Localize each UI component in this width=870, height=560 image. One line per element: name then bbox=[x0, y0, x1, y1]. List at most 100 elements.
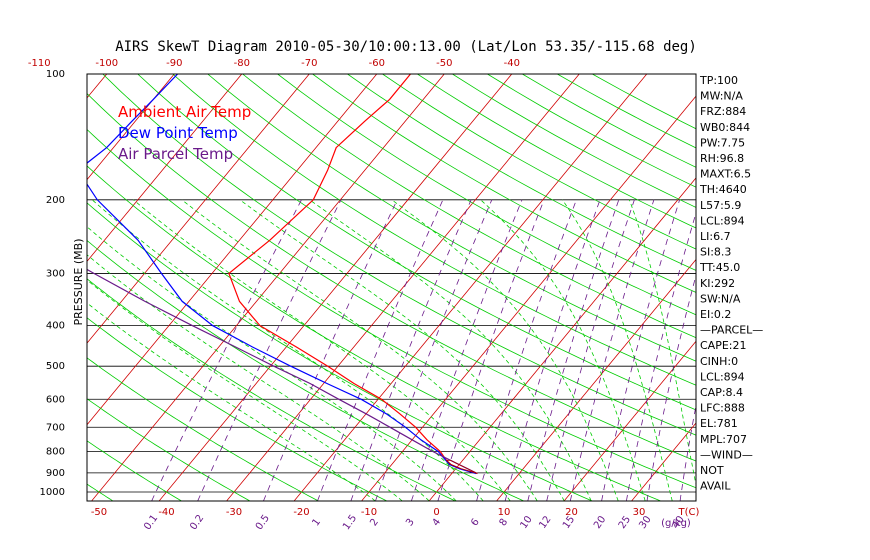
index-item: L57:5.9 bbox=[700, 199, 741, 212]
mixing-ratio-line bbox=[197, 199, 342, 501]
top-temp-tick-label: -70 bbox=[301, 58, 317, 69]
skewt-grid bbox=[0, 55, 696, 501]
y-axis-label: PRESSURE (MB) bbox=[72, 239, 85, 326]
mixing-ratio-line bbox=[375, 199, 493, 501]
dry-adiabat-line bbox=[87, 440, 182, 501]
parcel-temp-line bbox=[87, 268, 478, 475]
chart-title: AIRS SkewT Diagram 2010-05-30/10:00:13.0… bbox=[115, 39, 697, 55]
top-temp-tick-label: -80 bbox=[234, 58, 250, 69]
mixing-ratio-line bbox=[646, 273, 696, 501]
moist-adiabat-line bbox=[87, 226, 457, 501]
index-item: CAPE:21 bbox=[700, 339, 747, 352]
mixing-ratio-line bbox=[601, 199, 680, 501]
bottom-temp-tick-label: 30 bbox=[633, 507, 646, 518]
index-item: CAP:8.4 bbox=[700, 386, 743, 399]
top-temp-tick-label: -40 bbox=[504, 58, 520, 69]
top-temp-tick-label: -100 bbox=[95, 58, 118, 69]
legend-entry-parcel: Air Parcel Temp bbox=[118, 145, 233, 163]
mixing-ratio-line bbox=[546, 199, 635, 501]
mixing-ratio-label: 20 bbox=[592, 514, 608, 531]
top-temp-tick-label: -50 bbox=[436, 58, 452, 69]
pressure-tick-label: 300 bbox=[46, 268, 65, 279]
top-temp-tick-label: -110 bbox=[28, 58, 51, 69]
isotherm-line bbox=[631, 422, 696, 501]
index-item: SI:8.3 bbox=[700, 246, 731, 259]
dry-adiabat-line bbox=[87, 317, 387, 501]
dry-adiabat-line bbox=[87, 165, 661, 501]
index-item: WB0:844 bbox=[700, 121, 750, 134]
pressure-tick-label: 900 bbox=[46, 468, 65, 479]
mixing-ratio-line bbox=[350, 199, 472, 501]
dry-adiabat-line bbox=[556, 74, 696, 149]
index-item: CINH:0 bbox=[700, 355, 738, 368]
index-item: —PARCEL— bbox=[700, 324, 763, 337]
pressure-tick-label: 100 bbox=[46, 69, 65, 80]
index-item: LCL:894 bbox=[700, 370, 745, 383]
top-temp-tick-label: -90 bbox=[166, 58, 182, 69]
index-item: SW:N/A bbox=[700, 292, 741, 305]
dry-adiabat-line bbox=[172, 74, 696, 386]
mixing-ratio-line bbox=[151, 199, 302, 501]
index-item: RH:96.8 bbox=[700, 152, 744, 165]
moist-adiabat-line bbox=[562, 199, 673, 501]
index-item: EI:0.2 bbox=[700, 308, 731, 321]
moist-adiabat-line bbox=[87, 254, 430, 501]
stability-indices: TP:100 MW:N/A FRZ:884 WB0:844 PW:7.75 RH:96.8… bbox=[699, 74, 763, 493]
mixing-ratio-label: 6 bbox=[469, 517, 482, 529]
dry-adiabat-line bbox=[87, 128, 696, 489]
bottom-temp-tick-label: -50 bbox=[91, 507, 107, 518]
mixing-ratio-line bbox=[476, 199, 577, 501]
dry-adiabat-line bbox=[381, 74, 696, 250]
moist-adiabat-line bbox=[181, 199, 538, 501]
dry-adiabat-line bbox=[87, 92, 696, 462]
dry-adiabat-line bbox=[102, 74, 696, 436]
dry-adiabat-line bbox=[87, 202, 593, 501]
bottom-temp-tick-label: -20 bbox=[293, 507, 309, 518]
pressure-tick-label: 1000 bbox=[40, 487, 65, 498]
isotherm-line bbox=[87, 74, 378, 426]
index-item: EL:781 bbox=[700, 417, 738, 430]
index-item: TP:100 bbox=[699, 74, 738, 87]
pressure-tick-label: 500 bbox=[46, 361, 65, 372]
legend: Ambient Air Temp Dew Point Temp Air Parc… bbox=[118, 103, 251, 163]
plot-frame bbox=[86, 73, 697, 502]
index-item: MW:N/A bbox=[700, 90, 743, 103]
dry-adiabat-line bbox=[87, 357, 319, 501]
mixing-ratio-line bbox=[437, 199, 545, 501]
bottom-temp-tick-label: 20 bbox=[565, 507, 578, 518]
bottom-temp-tick-label: -40 bbox=[158, 507, 174, 518]
isotherm-line bbox=[87, 74, 243, 262]
mixing-ratio-line bbox=[569, 199, 655, 501]
index-item: LFC:888 bbox=[700, 402, 745, 415]
mixing-ratio-label: 0.2 bbox=[188, 513, 206, 532]
index-item: TH:4640 bbox=[699, 183, 747, 196]
isotherm-line bbox=[226, 74, 580, 501]
dry-adiabat-line bbox=[311, 74, 696, 293]
dry-adiabat-line bbox=[416, 74, 696, 229]
isotherm-line bbox=[158, 74, 513, 501]
index-item: LI:6.7 bbox=[700, 230, 731, 243]
moist-adiabat-line bbox=[309, 199, 592, 501]
dry-adiabat-line bbox=[87, 398, 250, 501]
moist-adiabat-line bbox=[391, 199, 619, 501]
dry-adiabat-line bbox=[0, 55, 44, 501]
mixing-ratio-label: 2 bbox=[368, 517, 381, 529]
mixing-ratio-label: 4 bbox=[431, 517, 444, 529]
index-item: TT:45.0 bbox=[699, 261, 740, 274]
mixing-ratio-label: 3 bbox=[404, 517, 417, 529]
pressure-tick-label: 600 bbox=[46, 394, 65, 405]
pressure-tick-label: 200 bbox=[46, 195, 65, 206]
bottom-temp-tick-label: -10 bbox=[361, 507, 377, 518]
mixing-ratio-label: 0.5 bbox=[254, 513, 272, 532]
index-item: MPL:707 bbox=[700, 433, 747, 446]
index-item: LCL:894 bbox=[700, 214, 745, 227]
index-item: PW:7.75 bbox=[700, 136, 745, 149]
isotherm-line bbox=[563, 340, 696, 501]
dry-adiabat-line bbox=[276, 74, 696, 316]
mixing-ratio-label: 25 bbox=[617, 514, 633, 531]
bottom-temp-tick-label: -30 bbox=[226, 507, 242, 518]
mixing-ratio-line bbox=[504, 199, 601, 501]
mixing-ratio-label: 12 bbox=[537, 514, 553, 531]
temp-unit-label: T(C) bbox=[678, 507, 700, 518]
